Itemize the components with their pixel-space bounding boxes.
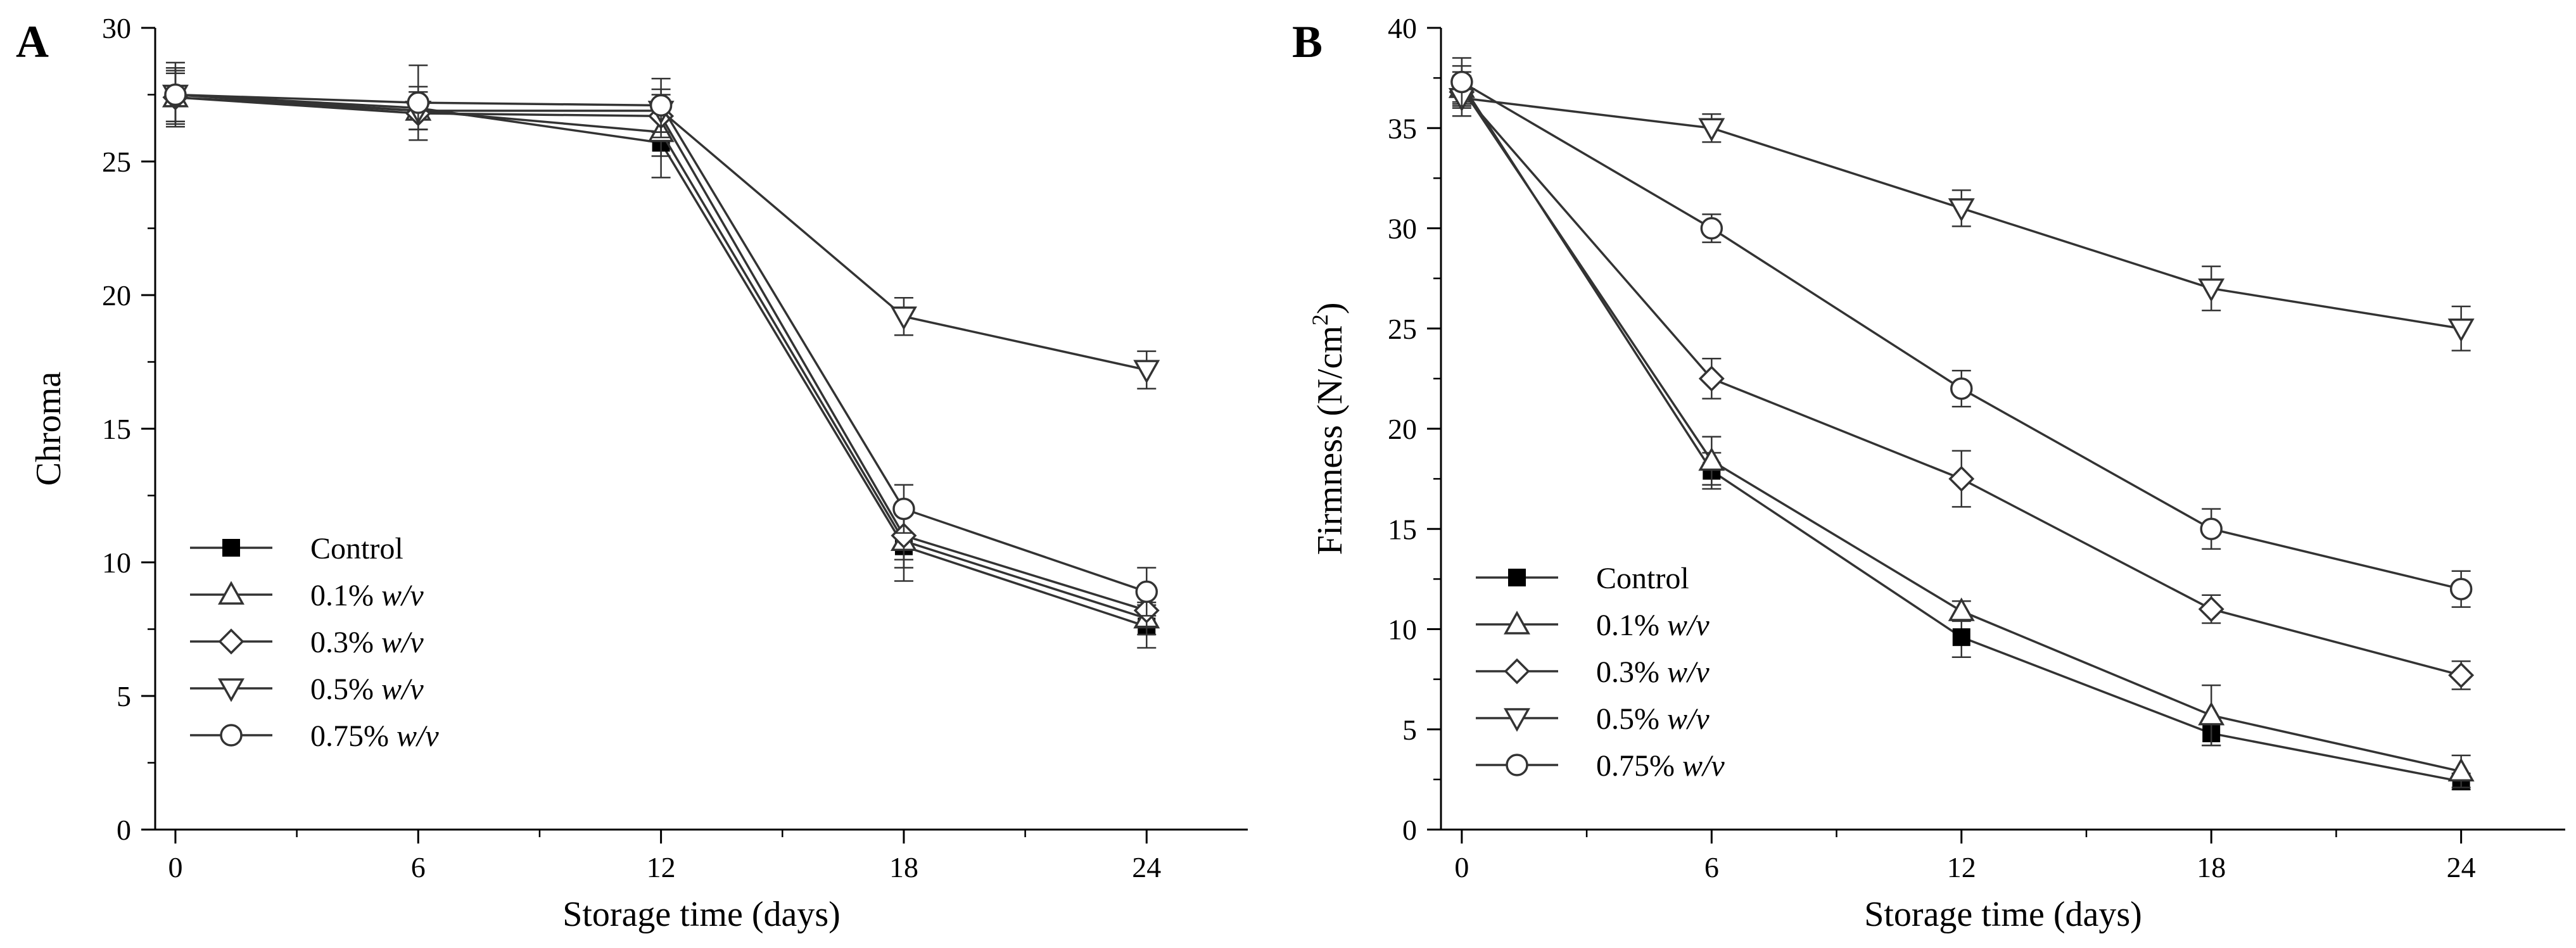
series-0-5-w-v xyxy=(1448,79,2475,351)
data-point xyxy=(891,522,917,549)
x-tick-label: 6 xyxy=(1704,851,1719,883)
legend-label: 0.75% w/v xyxy=(310,719,439,753)
series-0-75-w-v xyxy=(1450,57,2473,608)
series-line xyxy=(1461,80,2462,590)
y-tick-label: 10 xyxy=(1388,614,1417,646)
legend-label: 0.5% w/v xyxy=(310,673,424,706)
data-point xyxy=(892,497,915,521)
x-tick-label: 12 xyxy=(1947,851,1976,883)
data-point xyxy=(2448,662,2475,688)
data-point xyxy=(1698,118,1725,142)
x-tick-label: 0 xyxy=(168,851,182,883)
data-point xyxy=(1950,377,1973,400)
legend-item-0-1-w-v: 0.1% w/v xyxy=(1476,609,1710,642)
y-tick-label: 20 xyxy=(1388,413,1417,445)
legend-item-0-3-w-v: 0.3% w/v xyxy=(1476,655,1710,689)
data-point xyxy=(1133,360,1160,384)
y-tick-label: 25 xyxy=(1388,313,1417,345)
firmness-chart-panel: 0 5 10 15 20 25 30 35 40 0 6 12 18 24 Storage time (da… xyxy=(1292,12,2565,934)
legend-marker xyxy=(218,581,244,605)
y-tick-label: 5 xyxy=(117,680,131,712)
legend-label: 0.75% w/v xyxy=(1596,749,1725,783)
x-tick-label: 6 xyxy=(411,851,426,883)
data-point xyxy=(2449,578,2473,600)
data-point xyxy=(2447,757,2475,781)
data-point xyxy=(164,83,187,106)
legend-item-control: Control xyxy=(190,532,403,566)
y-tick-label: 20 xyxy=(102,279,131,312)
y-tick-label: 5 xyxy=(1402,714,1417,746)
legend-label: 0.5% w/v xyxy=(1596,702,1710,736)
data-point xyxy=(2198,702,2225,726)
y-tick-label: 40 xyxy=(1388,12,1417,44)
legend: Control 0.1% w/v 0.3% w/v 0.5% w/v 0.75% w/v xyxy=(190,532,439,753)
data-point xyxy=(407,91,430,114)
legend-item-0-5-w-v: 0.5% w/v xyxy=(1476,702,1710,736)
x-axis-title: Storage time (days) xyxy=(562,895,841,934)
panel-label: B xyxy=(1292,16,1323,67)
data-point xyxy=(1948,198,1975,222)
legend-marker xyxy=(1506,754,1528,776)
legend-marker xyxy=(1504,610,1530,635)
legend-marker xyxy=(1504,658,1530,685)
legend-label: Control xyxy=(310,532,403,566)
legend-item-0-1-w-v: 0.1% w/v xyxy=(190,579,424,612)
legend-label: 0.3% w/v xyxy=(1596,655,1710,689)
series-0-75-w-v xyxy=(164,64,1158,617)
data-point xyxy=(2200,517,2223,540)
y-tick-label: 35 xyxy=(1388,112,1417,144)
data-point xyxy=(1698,365,1725,392)
data-point xyxy=(890,307,917,331)
y-tick-label: 30 xyxy=(102,12,131,44)
y-axis-title: Firmness (N/cm2) xyxy=(1307,302,1350,555)
y-axis-title: Chroma xyxy=(29,372,68,486)
data-point xyxy=(2198,596,2224,623)
legend: Control 0.1% w/v 0.3% w/v 0.5% w/v 0.75% w/v xyxy=(1476,562,1725,783)
chroma-chart-panel: 0 5 10 15 20 25 30 0 6 12 18 24 Storage time (days) C… xyxy=(16,12,1248,934)
legend-item-0-5-w-v: 0.5% w/v xyxy=(190,673,424,706)
legend-marker xyxy=(1508,569,1526,586)
data-point xyxy=(1700,217,1723,240)
legend-label: 0.1% w/v xyxy=(1596,609,1710,642)
legend-marker xyxy=(218,678,244,702)
data-point xyxy=(1948,465,1975,492)
panel-label: A xyxy=(16,16,49,67)
y-tick-label: 10 xyxy=(102,547,131,579)
x-tick-label: 24 xyxy=(2447,851,2476,883)
legend-item-0-75-w-v: 0.75% w/v xyxy=(190,719,439,753)
x-tick-label: 18 xyxy=(2197,851,2226,883)
x-tick-label: 24 xyxy=(1132,851,1161,883)
data-point xyxy=(1698,447,1725,471)
legend-label: 0.1% w/v xyxy=(310,579,424,612)
legend-item-0-75-w-v: 0.75% w/v xyxy=(1476,749,1725,783)
data-point xyxy=(1450,70,1473,94)
legend-marker xyxy=(218,628,244,655)
y-tick-label: 15 xyxy=(1388,513,1417,545)
legend-label: Control xyxy=(1596,562,1689,595)
legend-item-control: Control xyxy=(1476,562,1689,595)
legend-item-0-3-w-v: 0.3% w/v xyxy=(190,626,424,659)
y-tick-label: 25 xyxy=(102,146,131,178)
x-tick-label: 0 xyxy=(1454,851,1469,883)
data-point xyxy=(2447,319,2475,343)
legend-marker xyxy=(220,724,243,747)
x-tick-label: 18 xyxy=(889,851,918,883)
data-point xyxy=(2198,278,2225,303)
data-point xyxy=(1952,628,1970,647)
x-tick-label: 12 xyxy=(647,851,676,883)
data-point xyxy=(1135,580,1158,604)
legend-marker xyxy=(1504,708,1530,732)
y-tick-label: 15 xyxy=(102,413,131,445)
x-axis-title: Storage time (days) xyxy=(1864,895,2142,934)
y-tick-label: 30 xyxy=(1388,213,1417,245)
legend-marker xyxy=(222,539,240,557)
data-point xyxy=(1948,597,1975,621)
y-tick-label: 0 xyxy=(1402,814,1417,846)
legend-label: 0.3% w/v xyxy=(310,626,424,659)
data-point xyxy=(649,94,673,117)
y-tick-label: 0 xyxy=(117,814,131,846)
